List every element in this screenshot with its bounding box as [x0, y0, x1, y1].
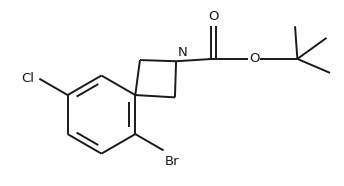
- Text: O: O: [249, 52, 260, 65]
- Text: Br: Br: [165, 155, 179, 168]
- Text: Cl: Cl: [22, 72, 35, 85]
- Text: N: N: [177, 46, 187, 59]
- Text: O: O: [208, 10, 219, 23]
